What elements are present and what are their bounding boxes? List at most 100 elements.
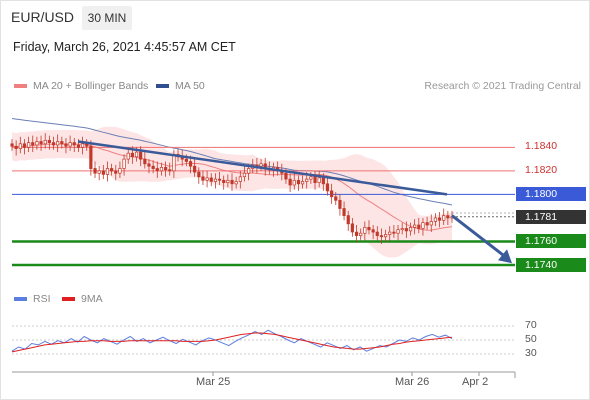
ma50-swatch [156,84,169,88]
candle [230,179,234,185]
level-label-1.1840: 1.1840 [525,140,558,153]
candle [39,141,43,145]
timestamp: Friday, March 26, 2021 4:45:57 AM CET [13,40,236,54]
candle [321,177,325,185]
candle [392,231,396,234]
legend-ma50: MA 50 [156,80,205,92]
candle [147,163,151,167]
candle [309,176,313,180]
candle [155,168,159,172]
candle [354,231,359,236]
candle [425,222,429,226]
rsi-tick-30: 30 [525,347,537,359]
level-label-1.1820: 1.1820 [525,163,558,176]
credit-text: Research © 2021 Trading Central [424,80,581,92]
trendline [77,140,448,196]
candle [384,234,388,238]
candle [35,141,39,146]
legend-rsi-ma-label: 9MA [81,293,103,305]
rsi-series-9MA [11,332,453,353]
candle [118,168,122,174]
candle [10,143,14,147]
rsi-tick-50: 50 [525,333,537,345]
candle [43,139,47,145]
timeframe-button[interactable]: 30 MIN [82,6,132,30]
candle [60,141,64,145]
candle [105,168,110,175]
candle [76,144,81,148]
candle [284,172,288,180]
candle [85,143,89,147]
candle [238,176,242,182]
candle [68,142,72,147]
candle [114,170,118,174]
legend-rsi-label: RSI [33,293,51,305]
forecast-arrow [451,214,507,259]
candle [22,143,27,148]
candle [72,142,76,146]
candle [205,177,209,181]
candle [213,178,218,182]
candle [417,224,421,229]
candle [371,229,375,233]
current-price-tag: 1.1781 [516,209,586,224]
bollinger-band [12,126,452,258]
level-tag-1.1800: 1.1800 [516,187,586,202]
candle [367,227,371,231]
candle [346,215,350,225]
candle [226,179,230,184]
candle [317,177,321,183]
candle [18,143,22,149]
candle [400,228,404,231]
candle [330,190,334,198]
candle [193,165,197,173]
rsi-ma-swatch [62,297,75,301]
candle [437,217,442,221]
candle [89,145,93,169]
candle [97,170,101,174]
candle [80,143,85,148]
candle [429,221,433,226]
candle [379,235,384,238]
candle [350,223,354,233]
candle [93,168,97,174]
candle [292,179,296,186]
candle [143,158,147,165]
candle [413,224,417,228]
candle [338,199,342,209]
candle [408,227,413,232]
candle [172,154,176,172]
candle [334,196,338,201]
candle [421,222,425,229]
candle [363,227,367,234]
candle [396,229,400,234]
candle [126,152,130,160]
candle [313,176,317,184]
legend-ma20: MA 20 + Bollinger Bands [14,80,148,92]
candle [27,142,31,148]
candle [217,178,222,181]
ma20-swatch [14,84,27,88]
candle [342,208,346,216]
candle [134,151,139,158]
legend-ma20-label: MA 20 + Bollinger Bands [33,80,149,92]
symbol-label: EUR/USD [11,9,75,25]
candle [375,231,379,236]
time-tick-label: Mar 26 [395,376,430,388]
rsi-swatch [14,297,27,301]
candle [209,177,213,182]
candle [151,165,155,169]
candle [51,142,56,146]
candle [31,142,35,146]
candle [184,158,188,162]
level-tag-1.1760: 1.1760 [516,234,586,249]
legend-rsi-ma: 9MA [62,293,103,305]
candle [433,217,438,222]
candle [130,152,134,158]
candle [446,215,450,219]
candle [247,168,251,174]
candle [168,169,172,172]
legend-ma50-label: MA 50 [175,80,205,92]
candle [201,176,205,181]
candle [234,181,238,185]
